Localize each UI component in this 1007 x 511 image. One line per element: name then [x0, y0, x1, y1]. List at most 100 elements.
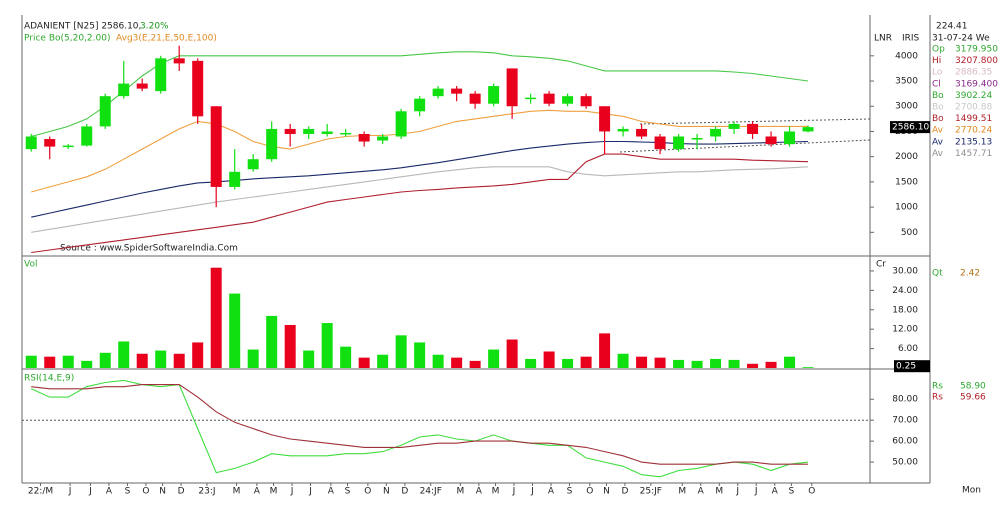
volume-bar: [321, 323, 333, 368]
x-tick-label: J: [512, 487, 516, 497]
volume-bar: [192, 342, 204, 368]
candle-body: [747, 123, 759, 134]
info-value: 2886.35: [955, 68, 992, 78]
x-tick-label: J: [290, 487, 294, 497]
candle-body: [358, 133, 370, 142]
volume-bar: [358, 357, 370, 368]
candle-body: [99, 96, 111, 127]
info-label: Av: [932, 137, 944, 147]
quote-label: Qt: [932, 269, 943, 279]
candle-body: [340, 132, 352, 135]
candle-body: [136, 83, 148, 89]
volume-bar: [155, 350, 167, 368]
symbol: ADANIENT [N25] 2586.10,: [24, 22, 141, 32]
volume-bar: [25, 355, 37, 368]
volume-bar: [377, 354, 389, 368]
rsi-value: 59.66: [960, 393, 986, 403]
x-tick-label: 24:JF: [420, 487, 442, 497]
rsi-label: Rs: [932, 382, 943, 392]
x-tick-label: J: [308, 487, 312, 497]
candle-body: [506, 68, 518, 107]
candle-body: [451, 88, 463, 94]
quote-value: 2.42: [960, 269, 980, 279]
volume-bar: [747, 363, 759, 368]
x-tick-label: N: [159, 487, 166, 497]
candle-body: [802, 127, 814, 132]
panel-title: RSI(14,E,9): [24, 374, 74, 384]
candle-body: [62, 145, 74, 148]
overlay-line: [31, 109, 808, 193]
rsi-line: [30, 379, 809, 478]
y-tick-label: 12.00: [892, 325, 918, 335]
candle-body: [321, 131, 333, 134]
candle-body: [488, 86, 500, 104]
volume-bar: [673, 359, 685, 368]
info-label: Cl: [932, 79, 941, 89]
x-tick-label: D: [401, 487, 408, 497]
y-tick-label: 4000: [895, 51, 918, 61]
candle-body: [432, 88, 444, 97]
volume-bar: [784, 356, 796, 368]
y-tick-label: 1000: [895, 203, 918, 213]
candle-body: [247, 159, 259, 170]
rsi-label: Rs: [932, 393, 943, 403]
x-tick-label: O: [142, 487, 149, 497]
x-tick-label: J: [68, 487, 72, 497]
candle-body: [691, 138, 703, 140]
source: Source : www.SpiderSoftwareIndia.Com: [60, 244, 238, 254]
volume-bar: [691, 360, 703, 368]
last-price: 2586.10: [892, 123, 929, 133]
y-tick-label: 3000: [895, 102, 918, 112]
info-value: 1457.71: [955, 149, 992, 159]
info-label: Op: [932, 45, 945, 55]
candle-body: [599, 106, 611, 132]
y-tick-label: 1500: [895, 177, 918, 187]
volume-bar: [173, 353, 185, 368]
volume-bar: [617, 353, 629, 368]
candle-body: [728, 123, 740, 129]
info-value: 3169.400: [955, 79, 998, 89]
volume-bar: [99, 352, 111, 368]
candle-body: [210, 106, 222, 187]
x-tick-label: N: [603, 487, 610, 497]
x-tick-label: A: [548, 487, 555, 497]
x-tick-label: O: [586, 487, 593, 497]
y-tick-label: 500: [901, 228, 918, 238]
x-tick-label: 25:JF: [640, 487, 662, 497]
period: Mon: [962, 486, 981, 496]
info-date: 31-07-24 We: [932, 34, 990, 44]
volume-bar: [488, 349, 500, 368]
volume-bar: [284, 324, 296, 368]
volume-bar: [247, 349, 259, 368]
volume-bar: [303, 350, 315, 368]
y-tick-label: 2000: [895, 152, 918, 162]
y-tick-label: 80.00: [892, 395, 918, 405]
info-value: 2770.24: [955, 126, 992, 136]
candle-body: [25, 136, 37, 150]
info-value: 3179.950: [955, 45, 998, 55]
volume-bar: [414, 342, 426, 368]
volume-bar: [765, 361, 777, 368]
x-tick-label: O: [364, 487, 371, 497]
tag: IRIS: [902, 34, 920, 44]
x-tick-label: A: [698, 487, 705, 497]
info-value: 3207.800: [955, 56, 998, 66]
volume-caption: Cr: [876, 260, 886, 270]
y-tick-label: 3500: [895, 77, 918, 87]
y-tick-label: 6.00: [898, 344, 918, 354]
overlay-line: [31, 166, 809, 233]
volume-bar: [451, 357, 463, 368]
x-tick-label: A: [254, 487, 261, 497]
volume-bar: [432, 354, 444, 368]
y-tick-label: 30.00: [892, 266, 918, 276]
volume-bar: [395, 335, 407, 368]
volume-bar: [469, 360, 481, 368]
x-tick-label: S: [567, 487, 573, 497]
x-tick-label: J: [530, 487, 534, 497]
y-tick-label: 24.00: [892, 286, 918, 296]
x-tick-label: J: [754, 487, 758, 497]
x-tick-label: D: [621, 487, 628, 497]
last-volume-box: [894, 360, 930, 373]
candle-body: [303, 128, 315, 134]
